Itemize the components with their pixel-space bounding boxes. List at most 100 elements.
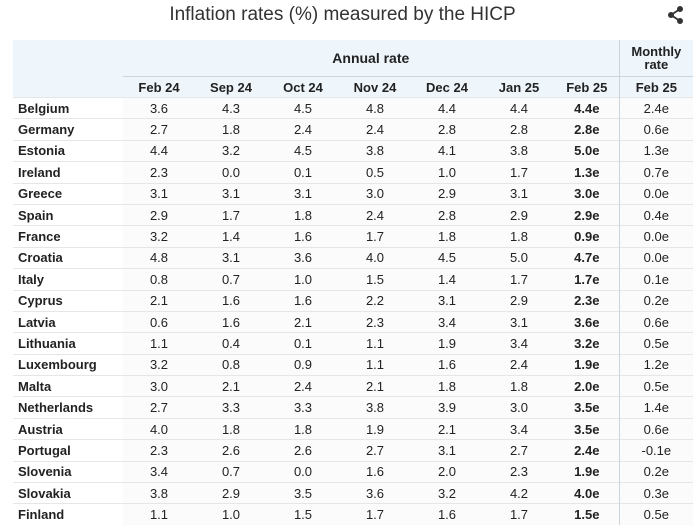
annual-rate-cell: 2.7 xyxy=(123,118,195,141)
monthly-rate-cell: 0.4e xyxy=(618,203,694,226)
annual-rate-cell: 1.6 xyxy=(195,289,267,312)
annual-rate-cell: 0.7 xyxy=(195,460,267,483)
annual-rate-cell: 1.7 xyxy=(483,503,555,525)
table-row: Cyprus 2.1 1.6 1.6 2.2 3.1 2.9 2.3e 0.2e xyxy=(13,289,694,312)
annual-rate-cell: 2.8e xyxy=(555,118,620,141)
monthly-rate-cell: 0.6e xyxy=(618,417,694,440)
annual-rate-cell: 2.3 xyxy=(123,161,195,184)
annual-rate-cell: 0.9e xyxy=(555,225,620,248)
annual-rate-cell: 2.8 xyxy=(483,118,555,141)
country-name: Estonia xyxy=(13,139,123,162)
inflation-table: Annual rate Monthly rate Feb 24 Sep 24 Oct… xyxy=(13,40,694,525)
monthly-label-line1: Monthly xyxy=(631,44,682,59)
annual-rate-cell: 2.8 xyxy=(411,118,483,141)
annual-rate-cell: 2.9 xyxy=(195,482,267,504)
annual-rate-cell: 3.8 xyxy=(339,396,411,419)
annual-rate-cell: 1.6 xyxy=(411,503,483,525)
annual-rate-cell: 1.7 xyxy=(483,161,555,184)
table-row: Estonia 4.4 3.2 4.5 3.8 4.1 3.8 5.0e 1.3e xyxy=(13,139,694,162)
annual-rate-cell: 3.0 xyxy=(123,375,195,397)
table-body: Belgium 3.6 4.3 4.5 4.8 4.4 4.4 4.4e 2.4e Germany… xyxy=(13,96,694,525)
annual-rate-cell: 3.8 xyxy=(483,139,555,162)
annual-rate-cell: 3.2 xyxy=(195,139,267,162)
column-header: Sep 24 xyxy=(195,76,267,98)
country-name: Slovakia xyxy=(13,482,123,504)
share-icon[interactable] xyxy=(665,4,687,26)
column-header: Dec 24 xyxy=(411,76,483,98)
monthly-rate-cell: 0.6e xyxy=(618,118,694,141)
chart-title: Inflation rates (%) measured by the HICP xyxy=(169,4,516,25)
country-name: Germany xyxy=(13,118,123,141)
annual-rate-cell: 4.7e xyxy=(555,246,620,269)
annual-rate-cell: 0.9 xyxy=(267,353,339,376)
annual-rate-cell: 1.3e xyxy=(555,161,620,184)
annual-rate-cell: 1.0 xyxy=(195,503,267,525)
country-name: Latvia xyxy=(13,310,123,333)
annual-rate-cell: 1.9 xyxy=(411,332,483,355)
annual-rate-cell: 2.3 xyxy=(123,439,195,462)
annual-rate-cell: 3.1 xyxy=(483,310,555,333)
monthly-rate-cell: 0.0e xyxy=(618,225,694,248)
annual-rate-cell: 2.0e xyxy=(555,375,620,397)
annual-rate-cell: 4.1 xyxy=(411,139,483,162)
annual-rate-cell: 1.7 xyxy=(339,225,411,248)
annual-rate-cell: 2.9 xyxy=(483,203,555,226)
annual-rate-cell: 1.7 xyxy=(339,503,411,525)
annual-rate-cell: 4.5 xyxy=(267,96,339,119)
annual-rate-cell: 4.4 xyxy=(483,96,555,119)
country-name: Belgium xyxy=(13,96,123,119)
annual-rate-cell: 1.9 xyxy=(339,417,411,440)
country-name: Austria xyxy=(13,417,123,440)
annual-rate-cell: 4.4 xyxy=(123,139,195,162)
annual-rate-cell: 0.0 xyxy=(267,460,339,483)
annual-rate-cell: 2.4e xyxy=(555,439,620,462)
table-row: Spain 2.9 1.7 1.8 2.4 2.8 2.9 2.9e 0.4e xyxy=(13,203,694,226)
annual-rate-cell: 1.0 xyxy=(267,268,339,291)
annual-rate-header: Annual rate xyxy=(123,40,620,77)
table-row: Greece 3.1 3.1 3.1 3.0 2.9 3.1 3.0e 0.0e xyxy=(13,182,694,205)
annual-rate-cell: 4.8 xyxy=(123,246,195,269)
corner-cell xyxy=(13,40,123,77)
annual-rate-cell: 1.6 xyxy=(411,353,483,376)
table-row: Ireland 2.3 0.0 0.1 0.5 1.0 1.7 1.3e 0.7e xyxy=(13,161,694,184)
annual-rate-cell: 2.1 xyxy=(123,289,195,312)
annual-rate-cell: 2.7 xyxy=(483,439,555,462)
annual-rate-cell: 2.4 xyxy=(483,353,555,376)
country-name: Croatia xyxy=(13,246,123,269)
annual-rate-cell: 3.6e xyxy=(555,310,620,333)
annual-rate-cell: 4.2 xyxy=(483,482,555,504)
table-row: Austria 4.0 1.8 1.8 1.9 2.1 3.4 3.5e 0.6e xyxy=(13,417,694,440)
annual-rate-cell: 0.1 xyxy=(267,161,339,184)
monthly-rate-cell: 0.5e xyxy=(618,503,694,525)
country-name: Cyprus xyxy=(13,289,123,312)
annual-rate-cell: 3.4 xyxy=(123,460,195,483)
annual-rate-cell: 4.5 xyxy=(411,246,483,269)
annual-rate-cell: 3.6 xyxy=(339,482,411,504)
annual-rate-cell: 3.4 xyxy=(411,310,483,333)
monthly-rate-cell: 0.5e xyxy=(618,375,694,397)
table-row: Portugal 2.3 2.6 2.6 2.7 3.1 2.7 2.4e -0.1e xyxy=(13,439,694,462)
country-name: Finland xyxy=(13,503,123,525)
annual-rate-cell: 1.8 xyxy=(411,225,483,248)
annual-rate-cell: 3.0 xyxy=(483,396,555,419)
annual-rate-cell: 3.2e xyxy=(555,332,620,355)
annual-rate-cell: 1.8 xyxy=(195,118,267,141)
annual-rate-cell: 2.9 xyxy=(411,182,483,205)
annual-rate-cell: 3.8 xyxy=(339,139,411,162)
annual-rate-cell: 2.1 xyxy=(195,375,267,397)
annual-rate-cell: 4.0 xyxy=(123,417,195,440)
annual-rate-cell: 3.1 xyxy=(267,182,339,205)
annual-rate-cell: 2.4 xyxy=(267,375,339,397)
annual-rate-cell: 5.0 xyxy=(483,246,555,269)
country-name: Lithuania xyxy=(13,332,123,355)
annual-rate-cell: 3.8 xyxy=(123,482,195,504)
table-row: Malta 3.0 2.1 2.4 2.1 1.8 1.8 2.0e 0.5e xyxy=(13,375,694,397)
annual-rate-cell: 0.0 xyxy=(195,161,267,184)
annual-rate-cell: 2.4 xyxy=(339,203,411,226)
column-header: Feb 25 xyxy=(555,76,620,98)
annual-rate-cell: 4.3 xyxy=(195,96,267,119)
annual-rate-cell: 1.5 xyxy=(267,503,339,525)
monthly-rate-cell: 0.6e xyxy=(618,310,694,333)
table-row: Slovenia 3.4 0.7 0.0 1.6 2.0 2.3 1.9e 0.2e xyxy=(13,460,694,483)
annual-rate-cell: 1.8 xyxy=(267,417,339,440)
